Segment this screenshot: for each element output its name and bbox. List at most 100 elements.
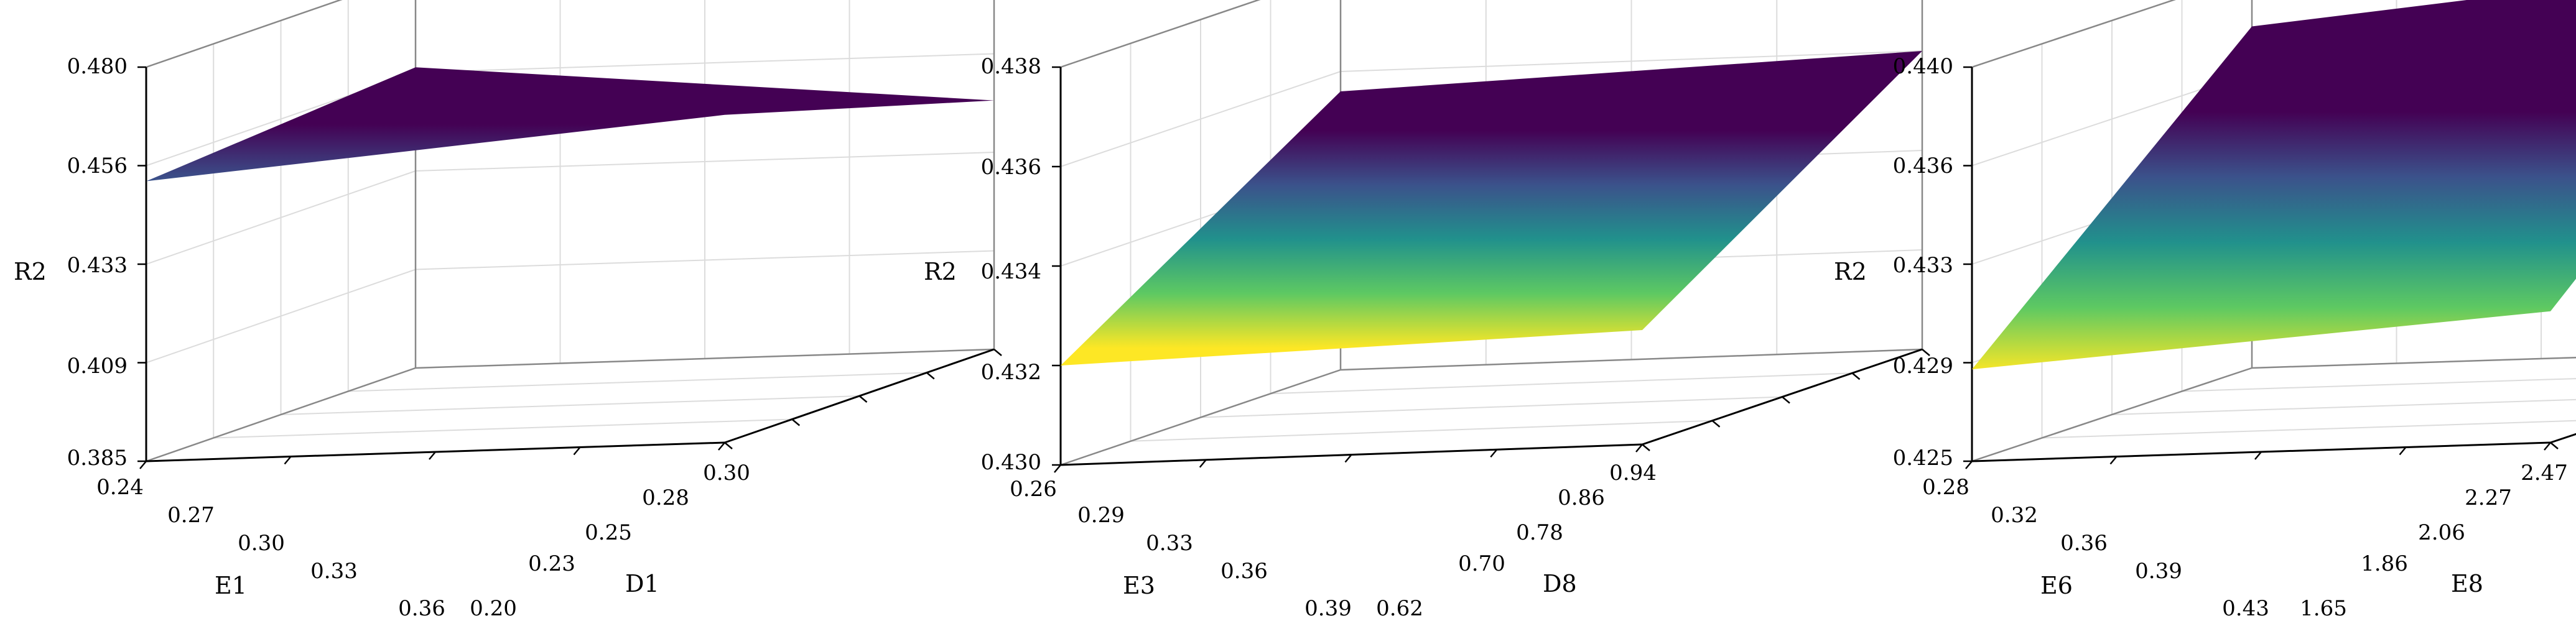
x-tick-mark: [1199, 459, 1207, 468]
panel-2: 0.430 0.432 0.434 0.436 0.438 0.26 0.29 …: [924, 0, 1930, 621]
panel-3-z-tick-4: 0.440: [1893, 54, 1953, 79]
x-tick-mark: [2109, 456, 2118, 465]
panel-1-x-tick-2: 0.30: [238, 531, 285, 556]
y-tick-mark: [791, 418, 801, 426]
axis-frame-edge: [1060, 369, 1341, 466]
panel-1-x-tick-0: 0.24: [96, 475, 144, 500]
panel-3-y-tick-1: 1.86: [2361, 551, 2408, 576]
grid-wall-line: [1340, 50, 1923, 72]
y-axis-line: [2550, 433, 2576, 444]
panel-3-ticks: [1963, 66, 2559, 469]
panel-1-grid: [146, 0, 995, 462]
grid-wall-line: [415, 152, 995, 172]
panel-3-y-label: E8: [2451, 570, 2483, 597]
panel-2-x-tick-4: 0.39: [1304, 596, 1352, 621]
panel-2-z-tick-0: 0.430: [981, 450, 1041, 475]
panel-3-z-tick-0: 0.425: [1893, 446, 1953, 471]
panel-1-x-label: E1: [215, 572, 247, 599]
panel-2-y-tick-0: 0.62: [1376, 596, 1423, 621]
panel-1-z-tick-4: 0.480: [67, 54, 128, 79]
panel-1-y-tick-3: 0.28: [642, 485, 689, 510]
grid-floor-line: [1270, 372, 1853, 395]
grid-wall-line: [1060, 71, 1341, 167]
panel-3-y-tick-0: 1.65: [2300, 596, 2347, 621]
panel-1-frame: [145, 0, 995, 462]
panel-3-surface: [1972, 0, 2576, 370]
y-tick-mark: [1851, 372, 1861, 380]
panel-2-z-label: R2: [924, 258, 957, 285]
panel-1-z-tick-2: 0.433: [67, 253, 128, 278]
panel-3-y-tick-3: 2.27: [2465, 485, 2512, 510]
grid-wall-line: [146, 170, 416, 265]
panel-1-y-label: D1: [625, 570, 659, 597]
y-tick-mark: [2550, 442, 2559, 449]
axis-frame-edge: [1971, 0, 2176, 68]
axis-frame-edge: [146, 0, 343, 68]
panel-3-x-tick-1: 0.32: [1991, 503, 2038, 528]
panel-2-z-tick-4: 0.438: [981, 54, 1041, 79]
panel-3-x-tick-2: 0.36: [2060, 531, 2108, 556]
panel-3-x-tick-4: 0.43: [2222, 596, 2269, 621]
panel-2-surface: [1061, 51, 1922, 365]
panel-2-x-label: E3: [1123, 572, 1155, 599]
x-tick-mark: [1054, 464, 1061, 473]
y-tick-mark: [724, 442, 733, 449]
y-tick-mark: [993, 349, 1002, 356]
grid-floor-line: [2111, 398, 2576, 415]
panel-3: 0.425 0.429 0.433 0.436 0.440 0.28 0.32 …: [1834, 0, 2576, 621]
panel-3-z-tick-2: 0.433: [1893, 253, 1953, 278]
y-tick-mark: [1642, 444, 1650, 451]
panel-2-ticks: [1052, 66, 1930, 473]
panel-2-y-label: D8: [1543, 570, 1577, 597]
y-tick-mark: [1922, 349, 1930, 356]
panel-3-y-tick-2: 2.06: [2418, 520, 2465, 545]
panel-1-z-tick-3: 0.456: [67, 154, 128, 178]
panel-1-z-label: R2: [14, 258, 47, 285]
panel-2-z-tick-3: 0.436: [981, 155, 1041, 180]
x-tick-mark: [2544, 442, 2551, 451]
axis-frame-edge: [2251, 356, 2576, 369]
grid-floor-line: [1200, 396, 1783, 418]
x-tick-mark: [573, 446, 581, 456]
panel-1-z-tick-1: 0.409: [67, 354, 128, 379]
panel-3-x-tick-0: 0.28: [1922, 475, 1969, 500]
panel-3-x-tick-3: 0.39: [2135, 559, 2182, 584]
panel-2-x-tick-0: 0.26: [1010, 477, 1057, 502]
x-tick-mark: [1965, 461, 1973, 469]
x-tick-mark: [1490, 449, 1498, 458]
axis-frame-edge: [1060, 0, 1261, 68]
grid-wall-line: [415, 53, 995, 73]
panel-1-y-tick-4: 0.30: [703, 461, 750, 485]
panel-1-y-tick-1: 0.23: [528, 551, 575, 576]
grid-floor-line: [1130, 420, 1713, 442]
x-tick-mark: [2254, 451, 2262, 460]
panel-1-surface: [146, 67, 994, 182]
grid-floor-line: [213, 418, 793, 439]
panel-3-x-label: E6: [2040, 572, 2073, 599]
panel-2-x-tick-1: 0.29: [1077, 503, 1125, 528]
panel-2-x-tick-3: 0.36: [1221, 559, 1268, 584]
panel-1-ticks: [137, 66, 1002, 469]
panel-3-z-label: R2: [1834, 258, 1867, 285]
grid-floor-line: [281, 395, 860, 415]
grid-floor-line: [2042, 420, 2576, 439]
x-tick-mark: [1635, 444, 1643, 453]
panel-1-x-tick-4: 0.36: [398, 596, 445, 621]
panel-1-x-tick-1: 0.27: [167, 503, 215, 528]
panel-2-y-tick-2: 0.78: [1516, 520, 1563, 545]
axis-frame-edge: [1971, 367, 2253, 462]
panel-2-x-tick-2: 0.33: [1146, 531, 1193, 556]
grid-floor-line: [2182, 378, 2576, 392]
y-tick-mark: [1782, 396, 1790, 404]
panel-3-z-tick-3: 0.436: [1893, 154, 1953, 178]
panel-2-z-tick-2: 0.434: [981, 259, 1041, 284]
panel-2-z-tick-1: 0.432: [981, 360, 1041, 385]
panel-2-y-tick-3: 0.86: [1558, 485, 1605, 510]
x-tick-mark: [284, 456, 292, 465]
x-tick-mark: [139, 461, 147, 469]
panel-2-y-tick-1: 0.70: [1458, 551, 1505, 576]
x-tick-mark: [2399, 446, 2407, 456]
panel-1: 0.385 0.409 0.433 0.456 0.480 0.24 0.27 …: [14, 0, 1002, 621]
axis-frame-edge: [146, 367, 416, 462]
